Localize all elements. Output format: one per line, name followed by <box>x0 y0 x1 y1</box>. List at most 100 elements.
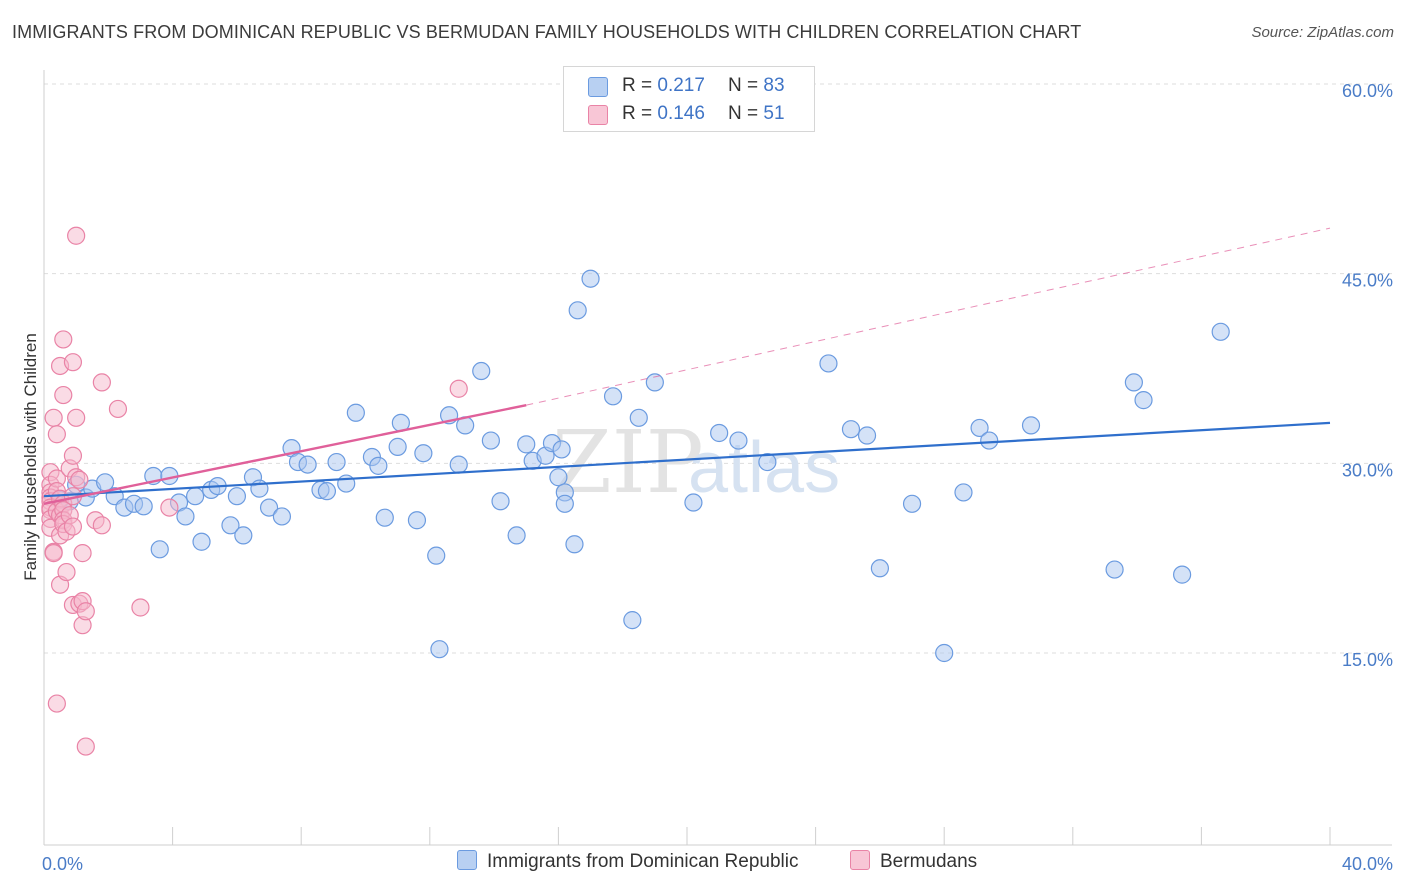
point-dominican-75 <box>954 483 973 502</box>
n-label: N = <box>728 103 764 124</box>
point-bermudan-35 <box>63 446 83 465</box>
axes <box>43 70 1392 846</box>
legend-item-dominican: Immigrants from Dominican Republic <box>457 850 799 880</box>
point-bermudan-23 <box>54 385 73 405</box>
point-dominican-60 <box>581 269 600 288</box>
point-bermudan-49 <box>92 373 111 392</box>
point-dominican-11 <box>150 540 169 559</box>
point-dominican-67 <box>729 431 748 450</box>
point-dominican-66 <box>710 423 729 443</box>
point-dominican-58 <box>565 535 584 554</box>
point-bermudan-9 <box>44 408 63 427</box>
point-dominican-50 <box>517 435 536 454</box>
point-dominican-65 <box>684 493 703 512</box>
stats-legend: R = 0.217 N = 83 R = 0.146 N = 51 <box>563 66 815 132</box>
series-bermudan-points <box>41 226 468 756</box>
n-label: N = <box>728 75 764 96</box>
point-dominican-73 <box>902 494 922 513</box>
point-dominican-81 <box>1134 391 1153 410</box>
point-dominican-63 <box>629 408 648 427</box>
point-dominican-61 <box>603 387 623 406</box>
point-dominican-33 <box>346 403 365 422</box>
y-tick-label-3: 60.0% <box>1342 81 1393 101</box>
point-bermudan-11 <box>44 544 63 563</box>
point-dominican-46 <box>472 361 491 381</box>
point-bermudan-16 <box>47 694 66 713</box>
point-dominican-41 <box>427 546 446 565</box>
point-dominican-62 <box>623 611 642 630</box>
point-dominican-9 <box>134 497 153 516</box>
point-dominican-79 <box>1105 560 1124 579</box>
legend-label-bermudans: Bermudans <box>880 851 978 872</box>
point-dominican-55 <box>552 440 571 459</box>
point-dominican-37 <box>388 437 407 456</box>
r-label: R = <box>622 75 658 96</box>
y-tick-labels: 15.0% 30.0% 45.0% 60.0% <box>1342 81 1393 670</box>
point-dominican-42 <box>430 640 449 659</box>
point-dominican-30 <box>317 482 337 501</box>
point-bermudan-24 <box>54 330 73 349</box>
point-bermudan-45 <box>76 602 95 621</box>
stats-legend-row-pink: R = 0.146 N = 51 <box>564 100 814 130</box>
legend-swatch-pink <box>850 850 870 870</box>
point-bermudan-53 <box>449 379 468 398</box>
point-dominican-59 <box>568 301 587 320</box>
point-bermudan-36 <box>63 517 83 536</box>
point-dominican-24 <box>259 498 279 517</box>
point-dominican-31 <box>327 452 346 472</box>
point-dominican-19 <box>221 516 240 535</box>
point-dominican-74 <box>935 643 954 663</box>
y-axis-label: Family Households with Children <box>21 333 40 581</box>
y-tick-label-1: 30.0% <box>1342 460 1393 480</box>
r-value: 0.217 <box>657 75 705 96</box>
point-dominican-20 <box>227 487 246 506</box>
point-dominican-47 <box>481 431 500 450</box>
r-value: 0.146 <box>657 103 705 124</box>
trend-line-dominican <box>43 421 1331 498</box>
point-dominican-49 <box>507 526 526 545</box>
point-dominican-40 <box>414 444 433 463</box>
stats-legend-row-blue: R = 0.217 N = 83 <box>564 72 814 102</box>
point-bermudan-52 <box>160 498 179 517</box>
x-tick-label-0: 0.0% <box>42 854 83 874</box>
point-bermudan-38 <box>67 226 86 245</box>
point-bermudan-29 <box>57 562 76 582</box>
point-dominican-48 <box>491 492 510 511</box>
x-tick-label-1: 40.0% <box>1342 854 1393 874</box>
point-dominican-36 <box>375 508 394 527</box>
y-tick-label-0: 15.0% <box>1342 650 1393 670</box>
legend-swatch-blue <box>588 77 608 97</box>
legend-swatch-pink <box>588 105 608 125</box>
point-dominican-82 <box>1173 565 1192 584</box>
point-dominican-80 <box>1124 373 1143 392</box>
point-dominican-71 <box>857 426 877 445</box>
point-dominican-68 <box>758 452 777 472</box>
point-dominican-78 <box>1021 416 1041 435</box>
x-tick-labels: 0.0% 40.0% <box>42 854 1393 874</box>
trend-line-bermudan <box>43 403 527 505</box>
point-bermudan-41 <box>70 470 89 489</box>
point-bermudan-51 <box>131 598 150 617</box>
point-dominican-83 <box>1211 322 1230 341</box>
legend-label-dominican: Immigrants from Dominican Republic <box>487 851 799 872</box>
point-dominican-35 <box>369 456 388 475</box>
point-bermudan-37 <box>67 408 86 427</box>
trend-line-bermudan-extension <box>526 227 1331 406</box>
grid-lines <box>44 83 1392 654</box>
trend-lines <box>43 227 1331 505</box>
point-dominican-70 <box>841 420 861 439</box>
point-dominican-64 <box>645 373 664 392</box>
point-dominican-44 <box>449 455 468 474</box>
point-bermudan-44 <box>73 544 92 563</box>
point-bermudan-12 <box>47 425 66 444</box>
legend-item-bermudans: Bermudans <box>850 850 977 880</box>
point-dominican-76 <box>970 418 989 438</box>
point-dominican-77 <box>980 431 999 450</box>
point-dominican-14 <box>176 507 195 526</box>
source-label: Source: ZipAtlas.com <box>1251 24 1394 41</box>
n-value: 83 <box>763 75 785 96</box>
point-bermudan-33 <box>63 353 83 372</box>
point-bermudan-46 <box>76 737 95 756</box>
point-dominican-57 <box>555 494 574 513</box>
